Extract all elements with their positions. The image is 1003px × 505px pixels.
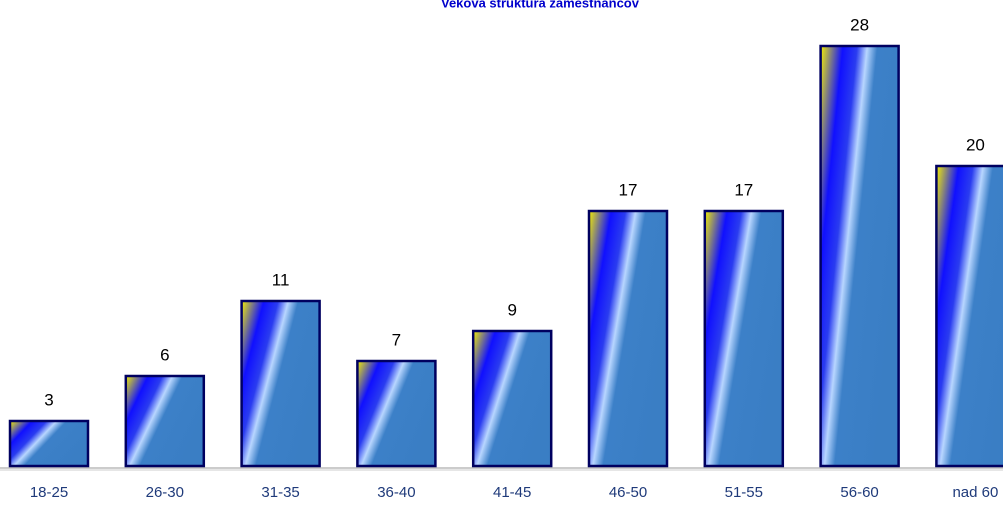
bar	[124, 374, 206, 468]
chart-title: Veková štruktúra zamestnancov	[441, 0, 640, 10]
bar	[703, 209, 785, 468]
x-tick-label: 46-50	[609, 484, 647, 501]
bar	[240, 299, 321, 468]
value-label: 9	[507, 300, 516, 319]
x-tick-label: 41-45	[493, 484, 531, 501]
x-tick-label: 56-60	[840, 484, 878, 501]
x-tick-label: nad 60	[952, 484, 998, 501]
bar	[935, 164, 1003, 468]
value-label: 17	[734, 180, 753, 199]
bar	[819, 44, 900, 468]
bar	[356, 359, 437, 468]
bar	[471, 329, 553, 468]
bar	[8, 419, 90, 468]
value-label: 3	[44, 390, 53, 409]
x-tick-label: 36-40	[377, 484, 415, 501]
x-tick-label: 26-30	[146, 484, 184, 501]
value-label: 6	[160, 345, 169, 364]
value-label: 28	[850, 15, 869, 34]
value-label: 7	[392, 330, 401, 349]
bar	[587, 209, 669, 468]
value-label: 17	[619, 180, 638, 199]
x-tick-label: 51-55	[725, 484, 763, 501]
value-label: 11	[272, 270, 290, 289]
x-tick-label: 18-25	[30, 484, 68, 501]
value-label: 20	[966, 135, 985, 154]
x-tick-label: 31-35	[261, 484, 299, 501]
